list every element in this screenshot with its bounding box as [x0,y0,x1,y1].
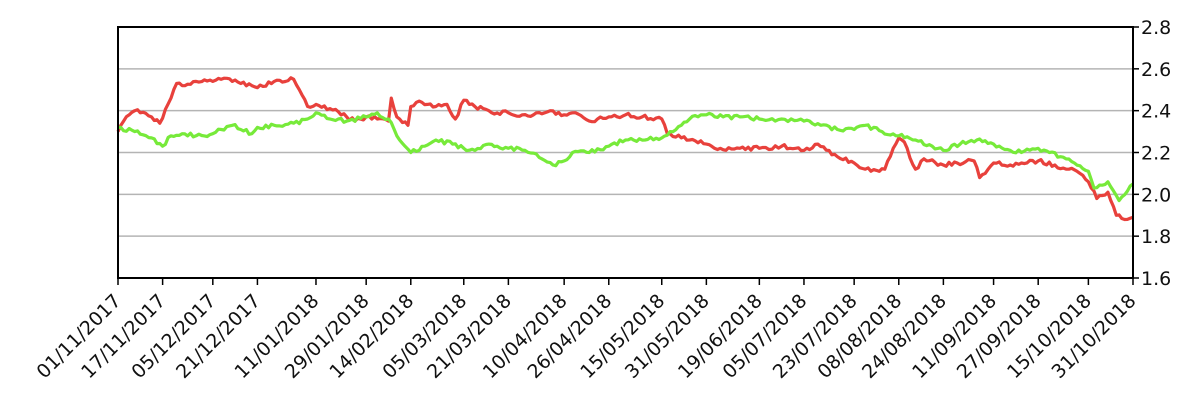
y-tick-label: 2.2 [1141,143,1171,165]
y-tick-label: 1.6 [1141,268,1171,290]
y-tick-label: 2.8 [1141,17,1171,39]
y-axis: 1.6 1.8 2.0 2.2 2.4 2.6 2.8 [1133,17,1171,290]
grid-lines [118,68,1133,237]
x-axis: 01/11/201717/11/201705/12/201721/12/2017… [33,278,1141,383]
y-tick-label: 2.4 [1141,101,1171,123]
y-tick-label: 2.0 [1141,184,1171,206]
series-layer [116,76,1134,222]
y-tick-label: 1.8 [1141,226,1171,248]
series-line-2 [118,111,1134,203]
y-tick-label: 2.6 [1141,59,1171,81]
series-line-1 [116,76,1134,222]
